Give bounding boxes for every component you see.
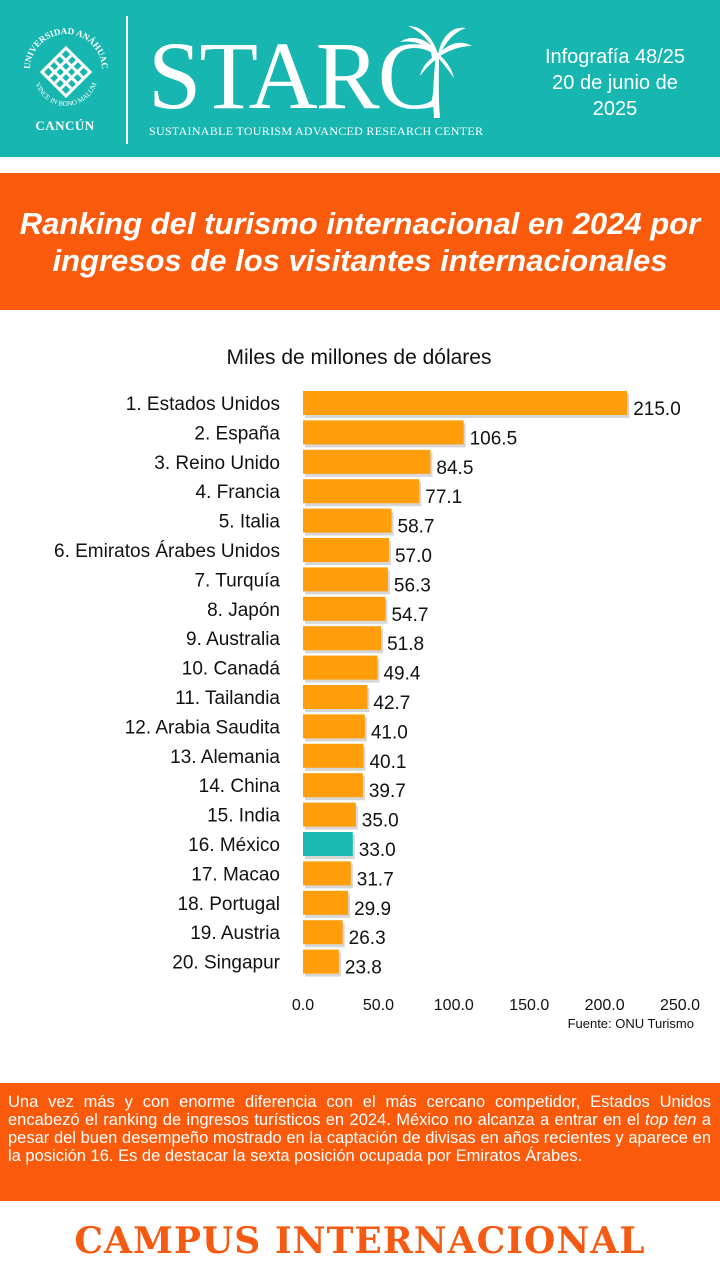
value-label: 56.3 [394, 575, 431, 596]
bar-10 [303, 655, 378, 680]
summary-text-part2: a pesar del buen desempeño mostrado en l… [8, 1111, 711, 1165]
infographic-info: Infografía 48/25 20 de junio de 2025 [520, 44, 710, 122]
chart-subtitle: Miles de millones de dólares [227, 346, 492, 369]
category-label: 3. Reino Unido [154, 453, 280, 474]
category-label: 5. Italia [219, 512, 281, 533]
infographic-title: Ranking del turismo internacional en 202… [19, 205, 701, 278]
value-label: 215.0 [633, 399, 681, 420]
chart-source: Fuente: ONU Turismo [568, 1016, 694, 1030]
value-label: 33.0 [359, 840, 396, 861]
category-label: 9. Australia [186, 629, 280, 650]
summary-text-emphasis: top ten [645, 1111, 697, 1129]
value-label: 54.7 [391, 605, 428, 626]
bar-8 [303, 596, 386, 621]
value-label: 40.1 [369, 752, 406, 773]
value-label: 35.0 [362, 811, 399, 832]
bar-9 [303, 626, 382, 651]
category-label: 6. Emiratos Árabes Unidos [54, 541, 280, 562]
value-label: 39.7 [369, 781, 406, 802]
summary-text-part1: Una vez más y con enorme diferencia con … [8, 1093, 711, 1129]
infographic-date-line2: 2025 [592, 98, 638, 120]
bar-5 [303, 508, 392, 533]
bar-1 [303, 391, 628, 415]
value-label: 23.8 [345, 958, 382, 979]
category-label: 4. Francia [196, 482, 281, 503]
summary-text: Una vez más y con enorme diferencia con … [8, 1093, 711, 1165]
value-label: 77.1 [425, 487, 462, 508]
x-tick-label: 200.0 [585, 997, 625, 1014]
title-band: Ranking del turismo internacional en 202… [0, 173, 720, 310]
bar-3 [303, 449, 431, 474]
bar-18 [303, 890, 349, 915]
palm-tree-icon [400, 26, 472, 118]
university-seal-icon: UNIVERSIDAD ANÁHUAC VINCE IN BONO MALUM [22, 26, 110, 108]
summary-band: Una vez más y con enorme diferencia con … [0, 1083, 720, 1201]
category-label: 13. Alemania [170, 747, 280, 768]
starc-logo-text: STARC [148, 22, 442, 129]
bar-19 [303, 920, 343, 945]
category-label: 16. México [188, 835, 280, 856]
bar-7 [303, 567, 388, 592]
category-label: 18. Portugal [178, 894, 280, 915]
value-label: 26.3 [349, 928, 386, 949]
value-label: 49.4 [383, 664, 420, 685]
bar-14 [303, 773, 363, 798]
x-tick-label: 50.0 [363, 997, 394, 1014]
x-tick-label: 150.0 [509, 997, 549, 1014]
bar-11 [303, 685, 368, 709]
infographic-date-line1: 20 de junio de [552, 72, 678, 94]
category-label: 20. Singapur [172, 953, 280, 974]
value-label: 51.8 [387, 634, 424, 655]
bar-13 [303, 743, 364, 768]
ranking-bar-chart: Miles de millones de dólares 1. Estados … [54, 346, 700, 1030]
bar-15 [303, 802, 356, 827]
bar-12 [303, 714, 365, 739]
category-label: 11. Tailandia [175, 688, 280, 709]
bar-16 [303, 832, 353, 856]
value-label: 57.0 [395, 546, 432, 567]
bar-17 [303, 861, 351, 886]
category-label: 17. Macao [191, 864, 280, 885]
bar-20 [303, 949, 339, 974]
category-label: 7. Turquía [194, 570, 280, 591]
value-label: 42.7 [373, 693, 410, 714]
category-label: 19. Austria [190, 923, 280, 944]
x-tick-label: 250.0 [660, 997, 700, 1014]
category-label: 1. Estados Unidos [126, 394, 280, 415]
category-label: 14. China [199, 776, 281, 797]
infographic-number: Infografía 48/25 [544, 46, 686, 68]
header-banner: UNIVERSIDAD ANÁHUAC VINCE IN BONO MALUM … [0, 0, 720, 157]
bar-2 [303, 420, 464, 445]
category-label: 2. España [194, 423, 280, 444]
x-tick-label: 0.0 [292, 997, 314, 1014]
campus-label: CAMPUS INTERNACIONAL [74, 1220, 646, 1262]
category-label: 12. Arabia Saudita [125, 717, 281, 738]
bar-4 [303, 479, 420, 504]
category-label: 15. India [207, 806, 280, 827]
header-divider [126, 16, 128, 144]
value-label: 106.5 [470, 428, 518, 449]
university-campus-label: CANCÚN [35, 118, 95, 133]
value-label: 29.9 [354, 899, 391, 920]
value-label: 31.7 [357, 869, 394, 890]
bar-6 [303, 538, 389, 562]
value-label: 84.5 [436, 458, 473, 479]
category-label: 8. Japón [207, 600, 280, 621]
x-tick-label: 100.0 [434, 997, 474, 1014]
starc-subtitle: SUSTAINABLE TOURISM ADVANCED RESEARCH CE… [149, 124, 484, 138]
value-label: 58.7 [398, 517, 435, 538]
value-label: 41.0 [371, 722, 408, 743]
category-label: 10. Canadá [182, 659, 281, 680]
